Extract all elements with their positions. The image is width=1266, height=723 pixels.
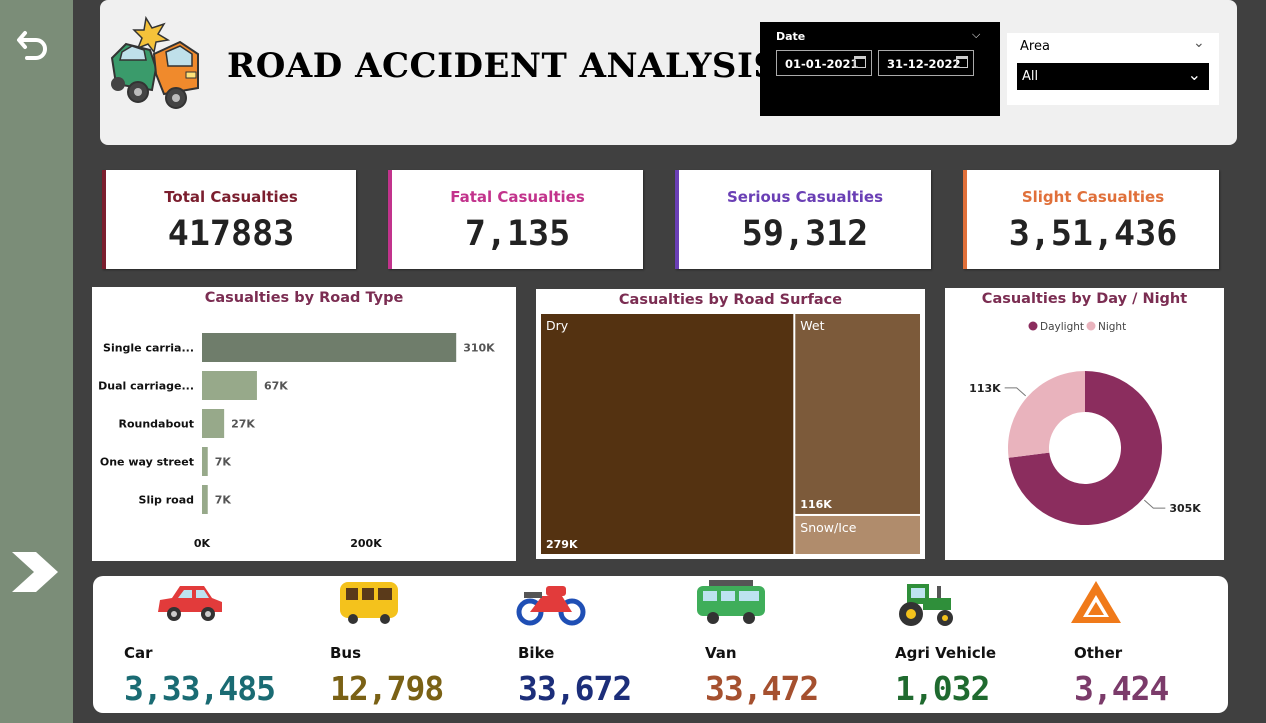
bar <box>202 447 208 476</box>
date-start-value: 01-01-2021 <box>785 57 859 71</box>
treemap-data-label: 116K <box>800 498 832 511</box>
vehicle-value: 1,032 <box>895 669 990 708</box>
donut-leader-line <box>1143 499 1166 509</box>
chevron-down-icon[interactable]: ⌄ <box>1193 35 1205 51</box>
car-icon <box>158 586 222 621</box>
kpi-label: Slight Casualties <box>1021 188 1165 206</box>
tractor-icon <box>899 584 953 626</box>
donut-data-label: 113K <box>969 382 1001 395</box>
chart-title: Casualties by Road Surface <box>618 292 843 308</box>
vehicle-value: 3,424 <box>1074 669 1169 708</box>
chevron-right-icon <box>12 552 58 592</box>
bar-category-label: Roundabout <box>118 418 194 431</box>
kpi-card-slight-casualties: Slight Casualties 3,51,436 <box>963 170 1219 269</box>
next-page-button[interactable] <box>8 550 60 594</box>
day-night-donut-chart: 305K 113K Daylight Night <box>969 321 1201 525</box>
treemap-cell <box>795 314 920 514</box>
page-title: ROAD ACCIDENT ANALYSIS <box>227 46 779 86</box>
bar-category-label: Slip road <box>139 494 194 507</box>
treemap-category-label: Wet <box>800 318 824 333</box>
x-tick-label: 200K <box>350 537 382 550</box>
car-crash-icon <box>110 15 199 109</box>
warning-triangle-icon <box>1071 581 1121 623</box>
x-tick-label: 0K <box>194 537 211 550</box>
vehicle-casualties-strip: Car 3,33,485 Bus 12,798 Bike 33,672 Van <box>93 576 1228 713</box>
area-slicer[interactable]: Area ⌄ All ⌄ <box>1007 33 1219 105</box>
kpi-value: 417883 <box>167 214 295 254</box>
kpi-value: 59,312 <box>741 214 869 254</box>
donut-slice <box>1008 371 1085 458</box>
bar-category-label: One way street <box>100 456 194 469</box>
vehicle-value: 33,472 <box>705 669 819 708</box>
bar-data-label: 67K <box>264 380 288 393</box>
kpi-card-fatal-casualties: Fatal Casualties 7,135 <box>388 170 643 269</box>
legend-marker <box>1086 321 1096 331</box>
donut-slice <box>1008 371 1162 525</box>
day-night-chart-panel[interactable]: Casualties by Day / Night 305K 113K Daylig… <box>945 288 1224 560</box>
vehicle-label: Agri Vehicle <box>895 644 997 662</box>
motorbike-icon <box>516 586 586 626</box>
bar-data-label: 7K <box>215 494 232 507</box>
kpi-card-serious-casualties: Serious Casualties 59,312 <box>675 170 931 269</box>
donut-leader-line <box>1004 387 1027 397</box>
date-start-input[interactable]: 01-01-2021 <box>776 50 872 76</box>
kpi-card-total-casualties: Total Casualties 417883 <box>102 170 356 269</box>
area-selected-value: All <box>1022 69 1039 84</box>
date-end-input[interactable]: 31-12-2022 <box>878 50 974 76</box>
legend-marker <box>1028 321 1038 331</box>
vehicle-label: Car <box>124 644 153 662</box>
vehicle-label: Van <box>705 644 737 662</box>
vehicle-value: 12,798 <box>330 669 444 708</box>
date-slicer[interactable]: Date ⌵ 01-01-2021 31-12-2022 <box>760 22 1000 116</box>
chart-title: Casualties by Road Type <box>204 290 404 306</box>
treemap-data-label: 279K <box>546 538 578 551</box>
van-icon <box>697 580 765 624</box>
road-surface-chart-panel[interactable]: Casualties by Road Surface Dry 279K Wet 116… <box>536 289 925 559</box>
road-type-chart-panel[interactable]: Casualties by Road Type Single carria...… <box>92 287 516 561</box>
treemap-cell <box>795 515 920 554</box>
bar <box>202 409 225 438</box>
vehicle-value: 33,672 <box>518 669 632 708</box>
date-end-value: 31-12-2022 <box>887 57 961 71</box>
road-type-bar-chart: Single carria... 310K Dual carriage... 67K R… <box>98 333 495 550</box>
chevron-down-icon: ⌄ <box>1187 65 1201 84</box>
kpi-value: 7,135 <box>464 214 571 254</box>
vehicle-label: Other <box>1074 644 1123 662</box>
kpi-value: 3,51,436 <box>1008 214 1178 254</box>
bar <box>202 333 457 362</box>
bus-icon <box>340 582 398 624</box>
bar-data-label: 310K <box>463 342 495 355</box>
kpi-label: Total Casualties <box>164 188 298 206</box>
undo-arrow-icon <box>17 31 47 60</box>
chevron-down-icon[interactable]: ⌵ <box>972 28 981 41</box>
kpi-label: Fatal Casualties <box>450 188 585 206</box>
back-button[interactable] <box>14 24 52 62</box>
area-slicer-label: Area <box>1020 39 1050 54</box>
date-slicer-label: Date <box>776 30 806 43</box>
legend-label: Night <box>1098 321 1126 333</box>
treemap-cell <box>541 314 794 554</box>
kpi-label: Serious Casualties <box>726 188 884 206</box>
area-dropdown[interactable]: All ⌄ <box>1017 63 1209 90</box>
bar-data-label: 7K <box>215 456 232 469</box>
bar-category-label: Single carria... <box>103 342 194 355</box>
treemap-category-label: Snow/Ice <box>800 520 856 535</box>
bar-data-label: 27K <box>231 418 255 431</box>
chart-title: Casualties by Day / Night <box>981 291 1188 307</box>
bar-category-label: Dual carriage... <box>98 380 194 393</box>
legend-label: Daylight <box>1040 321 1084 333</box>
calendar-icon[interactable] <box>854 56 866 68</box>
vehicle-label: Bike <box>518 644 555 662</box>
treemap-category-label: Dry <box>546 318 569 333</box>
vehicle-label: Bus <box>330 644 362 662</box>
donut-data-label: 305K <box>1169 502 1201 515</box>
bar <box>202 371 257 400</box>
navigation-sidebar <box>0 0 73 723</box>
dashboard-header: ROAD ACCIDENT ANALYSIS Date ⌵ 01-01-2021… <box>100 0 1237 145</box>
vehicle-value: 3,33,485 <box>124 669 276 708</box>
calendar-icon[interactable] <box>956 56 968 68</box>
road-surface-treemap: Dry 279K Wet 116K Snow/Ice <box>541 314 920 554</box>
bar <box>202 485 208 514</box>
